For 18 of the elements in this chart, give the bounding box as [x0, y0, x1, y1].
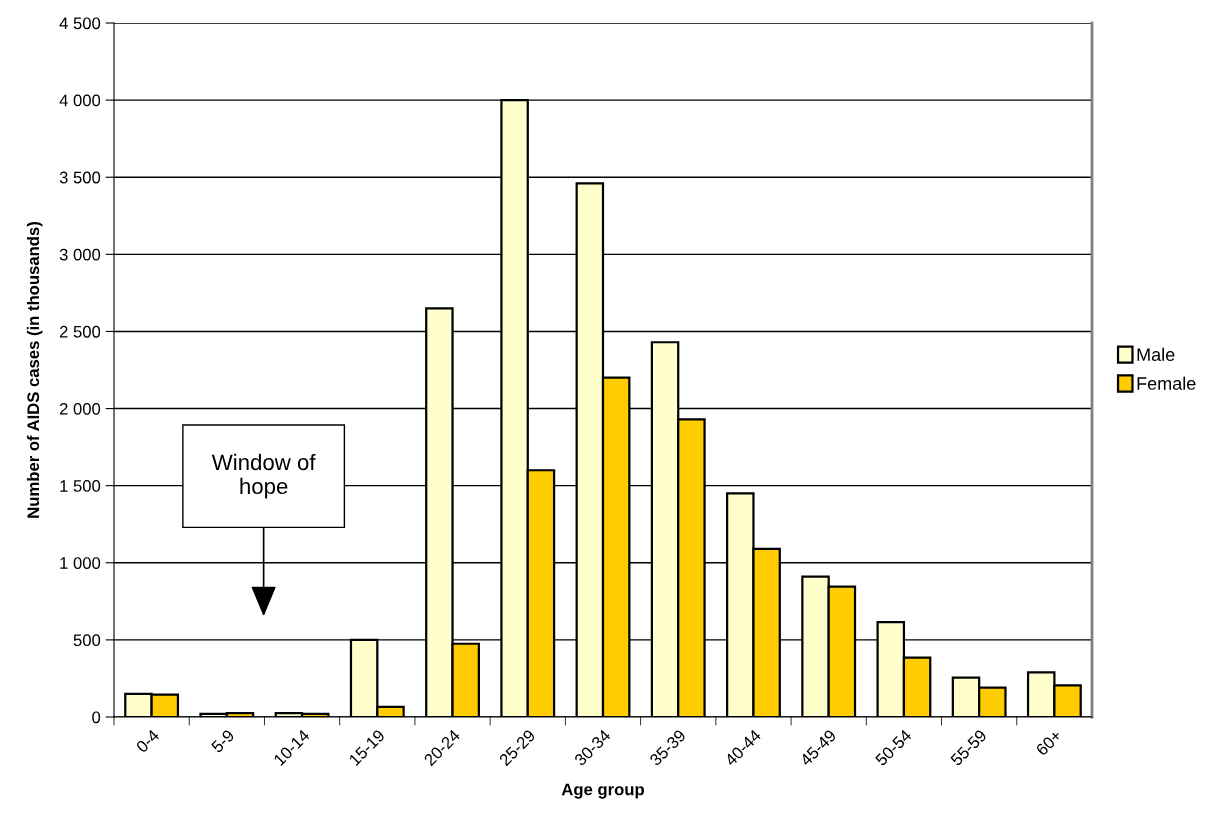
y-tick-label: 3 500	[59, 171, 101, 184]
y-tick-label: 1 500	[60, 480, 101, 492]
y-axis-title: Number of AIDS cases (in thousands)	[26, 222, 43, 518]
x-tick-label: 60+	[1035, 729, 1063, 757]
legend-label: Female	[1137, 376, 1196, 390]
x-tick-label: 0-4	[135, 728, 160, 754]
y-tick-label: 3 000	[59, 248, 101, 261]
y-tick-label: 4 000	[59, 94, 101, 107]
x-axis-title: Age group	[561, 783, 644, 799]
y-tick-label: 4 500	[59, 17, 101, 30]
annotation: Window of hope	[211, 453, 316, 499]
y-tick-label: 1 000	[60, 557, 101, 569]
legend-label: Male	[1137, 347, 1175, 362]
y-tick-label: 2 000	[59, 402, 101, 415]
y-tick-label: 2 500	[59, 325, 101, 338]
x-tick-label: 5-9	[210, 728, 235, 754]
y-tick-label: 500	[73, 634, 101, 647]
y-tick-label: 0	[92, 711, 101, 724]
